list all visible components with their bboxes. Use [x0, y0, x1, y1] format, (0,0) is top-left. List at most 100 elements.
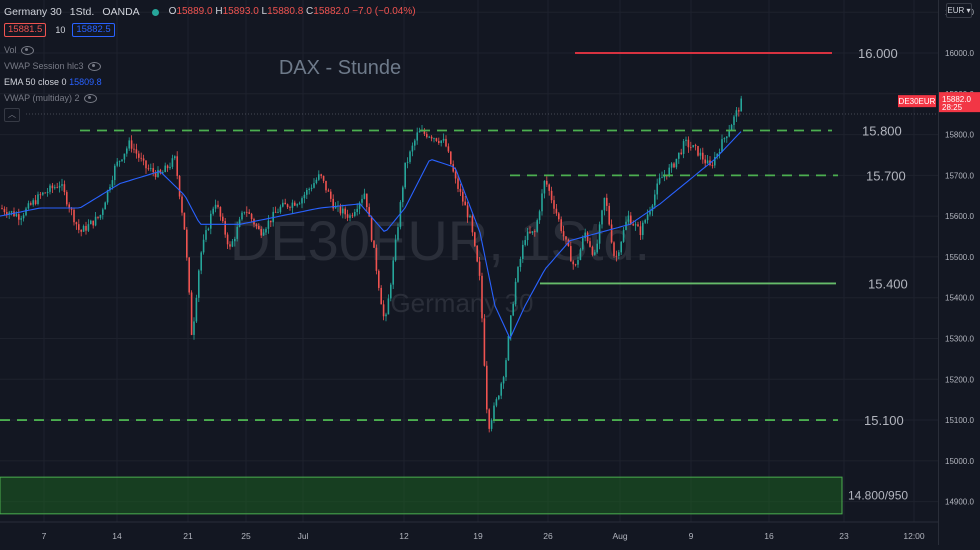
candle-body: [212, 208, 214, 214]
candle-body: [231, 241, 234, 247]
candle-body: [303, 194, 306, 199]
candle-body: [284, 202, 286, 205]
candle-body: [18, 214, 20, 220]
candle-body: [54, 187, 56, 189]
candle-body: [248, 212, 250, 214]
price-tag: [939, 92, 980, 113]
candle-body: [601, 210, 603, 225]
candle-body: [728, 130, 730, 137]
candle-body: [385, 314, 387, 317]
candle-body: [531, 231, 534, 233]
candle-body: [102, 209, 104, 215]
level-label: 16.000: [858, 46, 898, 61]
candle-body: [349, 215, 351, 218]
candle-body: [603, 197, 606, 211]
candle-body: [128, 140, 130, 149]
y-tick-label: 15700.0: [945, 171, 974, 180]
candle-body: [123, 153, 126, 160]
candle-body: [462, 191, 464, 202]
candle-body: [711, 165, 714, 166]
indicator-vwap-session[interactable]: VWAP Session hlc3: [4, 58, 416, 74]
candle-body: [661, 177, 663, 179]
price-tag-value: 15882.0: [942, 95, 971, 104]
eye-icon[interactable]: [20, 46, 34, 56]
indicator-ema[interactable]: EMA 50 close 0 15809.8: [4, 77, 102, 87]
x-tick-label: 25: [241, 531, 251, 541]
indicator-vwap-multiday[interactable]: VWAP (multiday) 2: [4, 90, 416, 106]
candle-body: [354, 211, 356, 216]
candle-body: [526, 231, 529, 241]
candle-body: [6, 212, 8, 215]
support-zone: 14.800/950: [0, 476, 908, 515]
candle-body: [440, 140, 442, 143]
candle-body: [205, 230, 207, 240]
candle-body: [200, 252, 202, 271]
ohlc-values: O15889.0 H15893.0 L15880.8 C15882.0 −7.0…: [168, 6, 416, 17]
candle-body: [310, 187, 313, 189]
candle-body: [723, 138, 726, 140]
candle-body: [644, 220, 646, 223]
y-tick-label: 15800.0: [945, 131, 974, 140]
eye-icon[interactable]: [83, 94, 97, 104]
symbol-name[interactable]: Germany 30: [4, 6, 62, 18]
candle-body: [685, 139, 687, 142]
currency-selector[interactable]: EUR ▾: [946, 3, 972, 18]
candle-body: [594, 252, 596, 255]
candle-body: [634, 224, 637, 226]
candle-body: [193, 321, 195, 335]
candle-body: [464, 201, 466, 206]
buy-price[interactable]: 15882.5: [72, 23, 115, 37]
candle-body: [570, 246, 572, 262]
candle-body: [438, 140, 440, 143]
candle-body: [618, 252, 620, 257]
candle-body: [183, 212, 186, 230]
candle-body: [382, 304, 385, 317]
candle-body: [404, 162, 406, 188]
candle-body: [378, 270, 380, 288]
candle-body: [111, 180, 114, 188]
candle-body: [147, 168, 150, 170]
candle-body: [418, 131, 421, 133]
candle-body: [46, 191, 49, 194]
candle-body: [423, 130, 426, 134]
price-axis[interactable]: 14900.0 15000.0 15100.0 15200.0 15300.0 15400…: [938, 0, 980, 545]
candle-body: [572, 261, 574, 265]
candle-body: [466, 205, 469, 218]
candle-body: [718, 152, 721, 154]
candle-body: [486, 365, 488, 410]
sell-price[interactable]: 15881.5: [4, 23, 47, 37]
candle-body: [30, 203, 32, 205]
candle-body: [654, 194, 656, 206]
candle-body: [282, 202, 284, 207]
candle-body: [85, 225, 87, 231]
indicator-vol[interactable]: Vol: [4, 42, 416, 58]
candle-body: [522, 244, 524, 259]
candle-body: [476, 245, 478, 262]
candle-body: [121, 159, 123, 161]
candle-body: [493, 405, 495, 421]
candle-body: [315, 179, 318, 184]
price-tag-countdown: 28:25: [942, 103, 963, 112]
candle-body: [726, 136, 728, 139]
candle-body: [692, 145, 694, 148]
candle-body: [260, 229, 262, 236]
candle-body: [207, 228, 210, 231]
candle-body: [298, 203, 301, 205]
collapse-legend-button[interactable]: ︿: [4, 108, 20, 122]
candle-body: [543, 180, 546, 194]
interval[interactable]: 1Std.: [69, 6, 95, 18]
candle-body: [140, 157, 142, 159]
market-status-dot: [151, 8, 159, 16]
eye-icon[interactable]: [87, 62, 101, 72]
candle-body: [92, 220, 94, 226]
candle-body: [270, 220, 272, 223]
candle-body: [598, 224, 601, 244]
candle-body: [118, 160, 121, 162]
candle-body: [246, 211, 248, 213]
candle-body: [452, 164, 454, 172]
candle-body: [663, 175, 666, 178]
x-tick-label: 19: [473, 531, 483, 541]
zone-rect[interactable]: [0, 476, 843, 515]
candle-body: [291, 202, 294, 208]
